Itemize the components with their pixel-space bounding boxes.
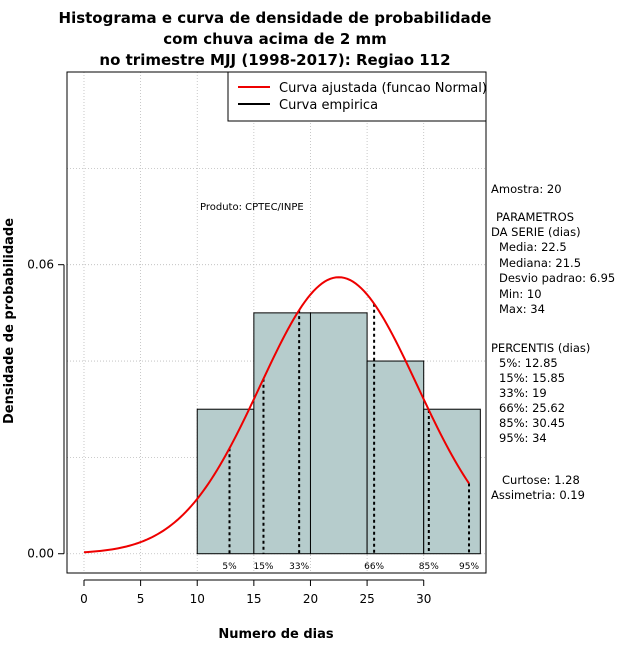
stat-media: Media: 22.5 [499,240,567,254]
stat-max: Max: 34 [499,302,545,316]
legend-label: Curva ajustada (funcao Normal) [279,81,487,96]
percentile-label: 66% [364,562,384,572]
normal-curve-line [83,276,470,554]
axes: 0 5 10 15 20 25 30 0.00 0.06 Numero de dias Densid… [2,218,431,642]
stat-parametros-title-2: DA SERIE (dias) [491,225,581,239]
product-annotation: Produto: CPTEC/INPE [200,202,304,213]
percentile-label: 15% [253,562,273,572]
legend-label: Curva empirica [279,98,378,113]
x-tick-label: 10 [190,592,205,606]
legend-box [227,71,487,122]
stat-min: Min: 10 [499,287,542,301]
histogram-bar [423,408,481,555]
stat-percentis-title: PERCENTIS (dias) [491,341,591,355]
percentile-label: 5% [222,562,237,572]
percentile-label: 33% [289,562,309,572]
legend: Curva ajustada (funcao Normal) Curva empi… [227,71,487,122]
chart-title-line: no trimestre MJJ (1998-2017): Regiao 112 [99,51,450,69]
x-tick-label: 0 [80,592,88,606]
stat-p15: 15%: 15.85 [499,371,566,385]
stat-parametros-title-1: PARAMETROS [496,210,575,224]
x-axis-label: Numero de dias [218,627,334,642]
x-tick-label: 15 [246,592,261,606]
histogram-bar [366,360,425,555]
x-tick-label: 25 [359,592,374,606]
percentile-label: 85% [419,562,439,572]
y-tick-label: 0.00 [27,547,54,561]
stat-desvio: Desvio padrao: 6.95 [499,271,616,285]
histogram-bar [253,312,311,555]
y-axis-label: Densidade de probabilidade [2,218,17,424]
stat-amostra: Amostra: 20 [491,182,562,196]
normal-curve [83,276,470,554]
stat-p95: 95%: 34 [499,431,547,445]
histogram-bar [196,408,255,555]
stat-assimetria: Assimetria: 0.19 [491,488,585,502]
histogram-bar [309,312,368,555]
stat-p33: 33%: 19 [499,386,547,400]
percentile-label: 95% [459,562,479,572]
stat-p66: 66%: 25.62 [499,401,566,415]
y-tick-label: 0.06 [27,258,54,272]
chart-title-line: com chuva acima de 2 mm [163,30,387,48]
stat-mediana: Mediana: 21.5 [499,256,582,270]
histogram-bars [196,312,481,555]
percentile-markers: 5% 15% 33% 66% 85% 95% [222,303,479,572]
x-tick-label: 5 [137,592,145,606]
x-tick-label: 30 [416,592,431,606]
chart-title: Histograma e curva de densidade de proba… [59,9,492,69]
chart-title-line: Histograma e curva de densidade de proba… [59,9,492,27]
x-tick-label: 20 [303,592,318,606]
stat-p85: 85%: 30.45 [499,416,566,430]
stat-p5: 5%: 12.85 [499,356,558,370]
stat-curtose: Curtose: 1.28 [502,473,580,487]
